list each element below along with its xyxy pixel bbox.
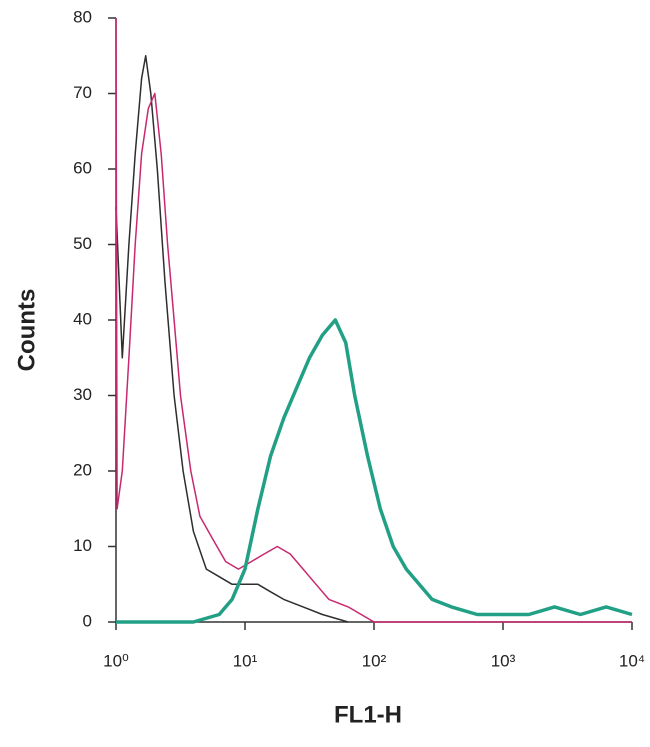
y-axis-label: Counts — [13, 289, 40, 372]
y-tick-label: 70 — [73, 83, 92, 102]
histogram-line — [115, 55, 349, 623]
histogram-line — [115, 17, 632, 623]
x-axis-label: FL1-H — [334, 701, 402, 728]
y-tick-label: 50 — [73, 234, 92, 253]
x-tick-label: 10¹ — [233, 651, 258, 670]
y-tick-label: 40 — [73, 309, 92, 328]
x-tick-label: 10⁰ — [103, 651, 129, 670]
y-tick-label: 30 — [73, 385, 92, 404]
x-tick-label: 10² — [362, 651, 387, 670]
histogram-line — [116, 318, 633, 624]
y-tick-label: 60 — [73, 158, 92, 177]
y-tick-label: 0 — [83, 611, 92, 630]
y-tick-label: 20 — [73, 460, 92, 479]
x-tick-label: 10³ — [491, 651, 516, 670]
y-tick-label: 80 — [73, 7, 92, 26]
y-tick-label: 10 — [73, 536, 92, 555]
x-tick-label: 10⁴ — [619, 651, 645, 670]
